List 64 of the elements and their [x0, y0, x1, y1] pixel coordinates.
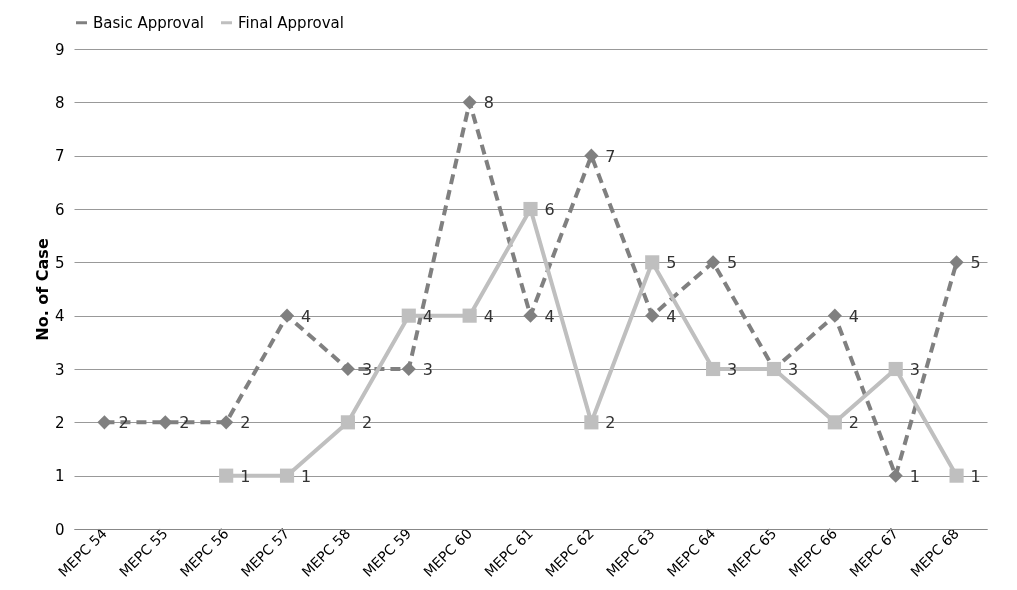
- data-label: 7: [605, 146, 616, 166]
- point: [706, 255, 721, 270]
- data-label: 4: [544, 306, 555, 326]
- data-label: 5: [666, 253, 677, 273]
- data-label: 6: [544, 200, 555, 219]
- data-label: 2: [361, 413, 373, 433]
- data-label: 8: [483, 93, 494, 113]
- y-tick-label: 2: [54, 413, 65, 432]
- point: [645, 308, 660, 323]
- data-label: 4: [666, 306, 677, 326]
- point: [523, 308, 538, 323]
- data-label: 1: [970, 466, 981, 486]
- data-label: 4: [301, 306, 312, 326]
- point: [97, 415, 112, 430]
- y-tick-label: 4: [54, 307, 65, 326]
- point: [340, 415, 355, 430]
- point: [462, 95, 477, 110]
- point: [584, 415, 599, 430]
- point: [523, 201, 538, 217]
- point: [158, 415, 173, 430]
- y-tick-label: 6: [54, 200, 65, 219]
- data-label: 2: [605, 413, 616, 433]
- y-tick-label: 1: [54, 467, 65, 486]
- point: [827, 415, 842, 430]
- data-label: 5: [727, 253, 738, 273]
- data-label: 4: [483, 306, 494, 326]
- point: [888, 361, 903, 377]
- point: [219, 468, 234, 483]
- y-tick-label: 0: [54, 520, 65, 539]
- data-label: 3: [727, 360, 738, 379]
- legend-label: Final Approval: [238, 13, 344, 32]
- point: [888, 468, 903, 483]
- y-tick-label: 8: [54, 93, 65, 112]
- data-label: 5: [970, 253, 981, 273]
- point: [949, 468, 964, 483]
- data-label: 1: [909, 466, 920, 486]
- point: [279, 308, 295, 323]
- data-label: 2: [240, 413, 251, 433]
- point: [706, 361, 721, 377]
- point: [584, 148, 599, 163]
- point: [949, 255, 964, 270]
- y-tick-label: 7: [54, 147, 65, 166]
- data-label: 3: [787, 360, 799, 379]
- data-label: 3: [909, 360, 920, 379]
- data-label: 4: [422, 306, 433, 326]
- y-tick-label: 5: [54, 253, 65, 272]
- point: [219, 415, 234, 430]
- point: [340, 361, 355, 377]
- data-label: 2: [179, 413, 190, 433]
- point: [645, 255, 660, 270]
- point: [401, 308, 416, 323]
- data-label: 1: [240, 466, 251, 486]
- point: [401, 361, 416, 377]
- point: [827, 308, 842, 323]
- point: [279, 468, 295, 483]
- y-tick-label: 3: [54, 360, 65, 379]
- data-label: 4: [848, 306, 860, 326]
- data-label: 1: [301, 466, 312, 486]
- y-axis-title: No. of Case: [32, 238, 52, 341]
- data-label: 3: [422, 360, 433, 379]
- y-tick-label: 9: [54, 40, 65, 59]
- data-label: 2: [848, 413, 860, 433]
- legend-label: Basic Approval: [93, 13, 205, 32]
- point: [462, 308, 477, 323]
